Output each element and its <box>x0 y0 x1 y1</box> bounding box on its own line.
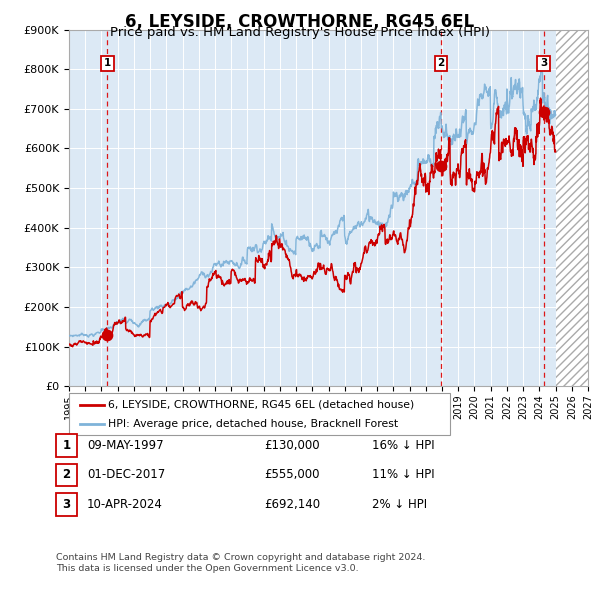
Text: 3: 3 <box>540 58 547 68</box>
Text: 6, LEYSIDE, CROWTHORNE, RG45 6EL: 6, LEYSIDE, CROWTHORNE, RG45 6EL <box>125 13 475 31</box>
Bar <box>556 30 588 386</box>
Text: 09-MAY-1997: 09-MAY-1997 <box>87 439 164 452</box>
Text: 2% ↓ HPI: 2% ↓ HPI <box>372 498 427 511</box>
Text: 16% ↓ HPI: 16% ↓ HPI <box>372 439 434 452</box>
Text: HPI: Average price, detached house, Bracknell Forest: HPI: Average price, detached house, Brac… <box>108 418 398 428</box>
Text: £130,000: £130,000 <box>264 439 320 452</box>
Point <box>436 162 446 171</box>
Text: Price paid vs. HM Land Registry's House Price Index (HPI): Price paid vs. HM Land Registry's House … <box>110 26 490 39</box>
Text: Contains HM Land Registry data © Crown copyright and database right 2024.
This d: Contains HM Land Registry data © Crown c… <box>56 553 425 573</box>
Text: 6, LEYSIDE, CROWTHORNE, RG45 6EL (detached house): 6, LEYSIDE, CROWTHORNE, RG45 6EL (detach… <box>108 400 414 410</box>
Text: 3: 3 <box>62 498 71 511</box>
Point <box>539 107 548 117</box>
Text: 1: 1 <box>104 58 111 68</box>
Text: 11% ↓ HPI: 11% ↓ HPI <box>372 468 434 481</box>
Bar <box>556 30 588 386</box>
Text: £555,000: £555,000 <box>264 468 320 481</box>
Text: 2: 2 <box>437 58 445 68</box>
Text: 1: 1 <box>62 439 71 452</box>
Text: 2: 2 <box>62 468 71 481</box>
Text: 10-APR-2024: 10-APR-2024 <box>87 498 163 511</box>
Text: 01-DEC-2017: 01-DEC-2017 <box>87 468 165 481</box>
Point <box>103 330 112 340</box>
Text: £692,140: £692,140 <box>264 498 320 511</box>
